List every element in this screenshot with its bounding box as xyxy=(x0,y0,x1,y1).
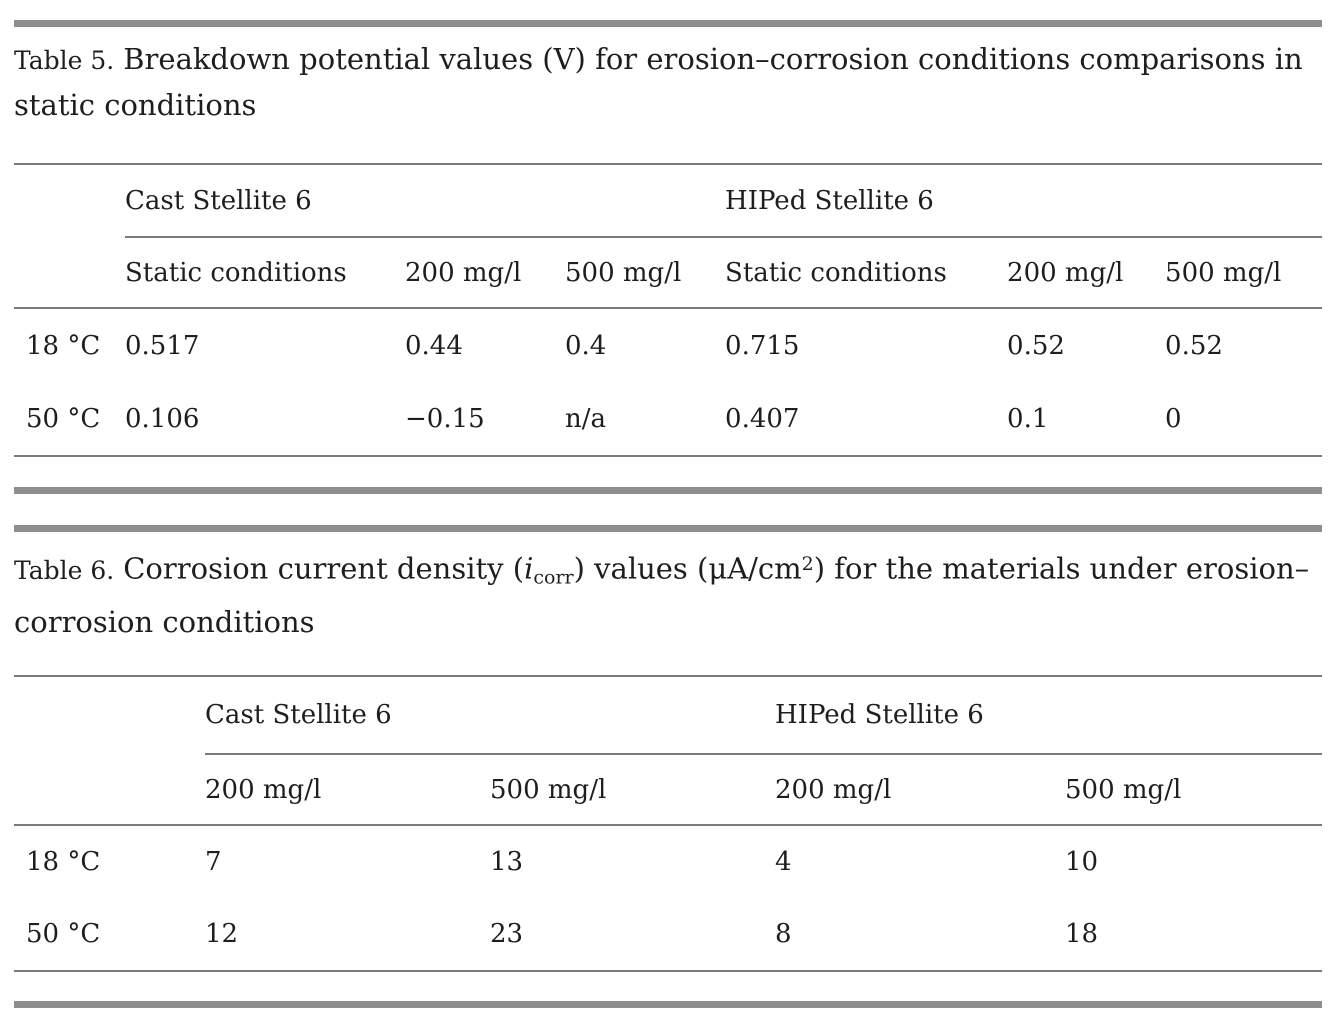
table5-group-header-row: Cast Stellite 6 HIPed Stellite 6 xyxy=(14,164,1323,238)
table5-caption: Table 5. Breakdown potential values (V) f… xyxy=(14,37,1322,128)
table6-caption-part3: ) for the materials under erosion– xyxy=(813,551,1310,586)
cell: 0.1 xyxy=(1007,403,1049,434)
table6-caption-label: Table 6. xyxy=(14,555,115,585)
row-label: 50 °C xyxy=(26,919,101,950)
table5-group-header-hiped: HIPed Stellite 6 xyxy=(725,164,1323,238)
empty-corner-cell xyxy=(14,164,125,237)
cell: 0.44 xyxy=(405,330,463,361)
row-label: 18 °C xyxy=(26,847,101,878)
cell: 18 xyxy=(1065,919,1099,950)
table5-bottom-separator-bar xyxy=(14,487,1322,494)
table6-caption-superscript: 2 xyxy=(801,553,814,575)
table6-caption-part2: ) values (μA/cm xyxy=(573,551,802,586)
table6-caption-part1: Corrosion current density ( xyxy=(123,551,525,586)
cell: 12 xyxy=(205,919,239,950)
table5-caption-text-line1: Breakdown potential values (V) for erosi… xyxy=(123,42,1303,76)
table5-subheader-500-hiped: 500 mg/l xyxy=(1165,237,1323,309)
table6-subheader-500-cast: 500 mg/l xyxy=(490,754,775,827)
table5-caption-text-line2: static conditions xyxy=(14,88,257,122)
cell: −0.15 xyxy=(405,403,485,434)
table6-caption-subscript: corr xyxy=(533,566,574,589)
cell: 7 xyxy=(205,847,222,878)
table5-subheader-200-hiped: 200 mg/l xyxy=(1007,237,1166,309)
table5: Cast Stellite 6 HIPed Stellite 6 Static … xyxy=(14,163,1323,457)
cell: 8 xyxy=(775,919,792,950)
row-label: 18 °C xyxy=(26,330,101,361)
table6-top-separator-bar xyxy=(14,525,1322,532)
empty-corner-cell xyxy=(14,237,125,309)
cell: 0.4 xyxy=(565,330,607,361)
cell: 4 xyxy=(775,847,792,878)
table6-subheader-200-hiped: 200 mg/l xyxy=(775,754,1065,827)
bottom-separator-bar xyxy=(14,1001,1322,1009)
table6-group-header-cast: Cast Stellite 6 xyxy=(205,676,775,756)
table6-subheader-row: 200 mg/l 500 mg/l 200 mg/l 500 mg/l xyxy=(14,754,1322,827)
table5-subheader-500-cast: 500 mg/l xyxy=(565,237,726,309)
table5-subheader-row: Static conditions 200 mg/l 500 mg/l Stat… xyxy=(14,237,1323,309)
cell: 10 xyxy=(1065,847,1099,878)
table6-row-50c: 50 °C 12 23 8 18 xyxy=(14,898,1322,971)
table6-caption-icorr-symbol: i xyxy=(524,551,534,586)
table6-caption: Table 6. Corrosion current density (icorr… xyxy=(14,542,1322,645)
table5-row-50c: 50 °C 0.106 −0.15 n/a 0.407 0.1 0 xyxy=(14,382,1322,456)
table5-subheader-static-hiped: Static conditions xyxy=(725,237,1008,309)
table5-caption-label: Table 5. xyxy=(14,46,115,75)
table5-row-18c: 18 °C 0.517 0.44 0.4 0.715 0.52 0.52 xyxy=(14,308,1322,382)
cell: 0.52 xyxy=(1165,330,1223,361)
top-separator-bar xyxy=(14,20,1322,27)
cell: 0.517 xyxy=(125,330,200,361)
table6-subheader-500-hiped: 500 mg/l xyxy=(1065,754,1322,827)
cell: 13 xyxy=(490,847,524,878)
table6-row-18c: 18 °C 7 13 4 10 xyxy=(14,825,1322,898)
table5-subheader-static-cast: Static conditions xyxy=(125,237,405,309)
table5-group-header-cast: Cast Stellite 6 xyxy=(125,164,726,238)
cell: 0.715 xyxy=(725,330,800,361)
table5-subheader-200-cast: 200 mg/l xyxy=(405,237,565,309)
row-label: 50 °C xyxy=(26,403,101,434)
empty-corner-cell xyxy=(14,754,205,827)
table6: Cast Stellite 6 HIPed Stellite 6 200 mg/… xyxy=(14,675,1322,973)
cell: n/a xyxy=(565,403,607,434)
cell: 0.106 xyxy=(125,403,200,434)
cell: 0.52 xyxy=(1007,330,1065,361)
cell: 0 xyxy=(1165,403,1182,434)
empty-corner-cell xyxy=(14,676,205,754)
table6-subheader-200-cast: 200 mg/l xyxy=(205,754,490,827)
table6-group-header-hiped: HIPed Stellite 6 xyxy=(775,676,1322,756)
table6-caption-line2: corrosion conditions xyxy=(14,605,315,640)
cell: 0.407 xyxy=(725,403,800,434)
cell: 23 xyxy=(490,919,524,950)
table6-group-header-row: Cast Stellite 6 HIPed Stellite 6 xyxy=(14,676,1322,756)
